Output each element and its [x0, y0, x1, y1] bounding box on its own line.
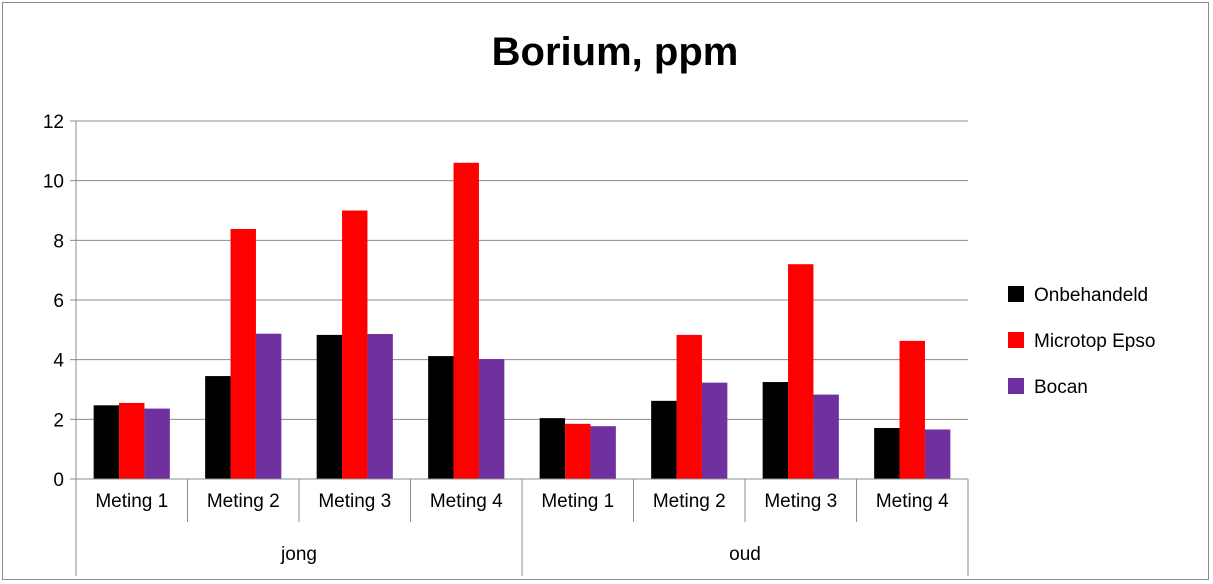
legend-label: Microtop Epso — [1034, 331, 1155, 352]
legend-swatch — [1008, 332, 1024, 348]
bar-microtop-epso — [788, 264, 814, 479]
bar-microtop-epso — [899, 340, 925, 479]
bar-microtop-epso — [676, 334, 702, 479]
bar-onbehandeld — [874, 427, 900, 479]
chart-title: Borium, ppm — [492, 30, 739, 74]
x-axis-categories: Meting 1 Meting 2 Meting 3 Meting 4 Meting 1… — [75, 479, 969, 576]
x-group-label: oud — [729, 544, 761, 565]
bar-microtop-epso — [342, 210, 368, 479]
y-tick-label: 6 — [53, 291, 64, 312]
bar-microtop-epso — [565, 423, 591, 479]
x-category-label: Meting 4 — [430, 491, 503, 512]
bar-onbehandeld — [316, 334, 343, 479]
x-category-label: Meting 4 — [876, 491, 949, 512]
legend-swatch — [1008, 286, 1024, 302]
x-category-label: Meting 3 — [764, 491, 837, 512]
x-category-label: Meting 1 — [541, 491, 614, 512]
bar-bocan — [255, 333, 282, 479]
bars — [93, 162, 951, 479]
bar-bocan — [813, 394, 839, 479]
x-category-label: Meting 2 — [207, 491, 280, 512]
x-category-label: Meting 3 — [318, 491, 391, 512]
y-axis-ticks: 0 2 4 6 8 10 12 — [43, 112, 76, 491]
bar-onbehandeld — [205, 376, 231, 479]
bar-bocan — [590, 426, 616, 479]
y-tick-label: 0 — [53, 470, 64, 491]
bar-bocan — [144, 408, 170, 479]
legend-label: Onbehandeld — [1034, 285, 1148, 306]
x-category-label: Meting 1 — [95, 491, 168, 512]
y-tick-label: 8 — [53, 231, 64, 252]
legend-swatch — [1008, 378, 1024, 394]
y-tick-label: 2 — [53, 410, 64, 431]
bar-microtop-epso — [119, 402, 145, 479]
x-category-label: Meting 2 — [653, 491, 726, 512]
y-tick-label: 4 — [53, 351, 64, 372]
bar-bocan — [701, 382, 728, 479]
bar-onbehandeld — [93, 405, 120, 479]
bar-microtop-epso — [453, 162, 479, 479]
gridlines — [76, 120, 968, 420]
y-tick-label: 12 — [43, 112, 64, 133]
legend-label: Bocan — [1034, 377, 1088, 398]
bar-onbehandeld — [428, 356, 454, 479]
bar-bocan — [478, 359, 505, 479]
bar-bocan — [367, 334, 393, 479]
legend: Onbehandeld Microtop Epso Bocan — [1008, 285, 1155, 398]
bar-onbehandeld — [762, 382, 789, 479]
bar-bocan — [924, 429, 951, 479]
bar-onbehandeld — [539, 418, 566, 479]
x-group-label: jong — [280, 544, 317, 565]
bar-microtop-epso — [230, 228, 256, 479]
y-tick-label: 10 — [43, 172, 64, 193]
bar-onbehandeld — [651, 400, 677, 479]
